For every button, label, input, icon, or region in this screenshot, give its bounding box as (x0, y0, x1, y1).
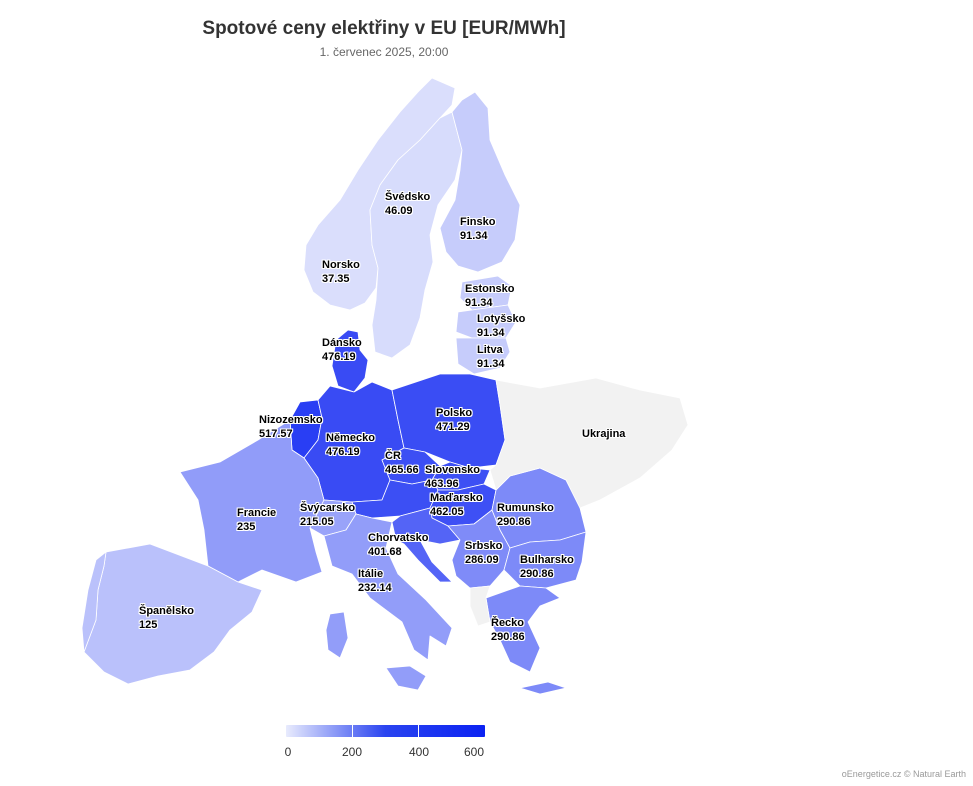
label-rumunsko-value: 290.86 (497, 516, 531, 528)
country-italie-sardinia (325, 611, 349, 659)
label-dansko: Dánsko 476.19 (322, 336, 362, 364)
label-nemecko-name: Německo (326, 432, 375, 444)
label-madarsko-name: Maďarsko (430, 492, 483, 504)
country-lotyssko[interactable] (455, 304, 517, 339)
label-cr-name: ČR (385, 450, 401, 462)
label-spanelsko: Španělsko 125 (139, 604, 194, 632)
country-svedsko[interactable] (369, 111, 463, 359)
label-spanelsko-value: 125 (139, 619, 158, 631)
country-ukrajina[interactable] (489, 377, 689, 509)
label-nizozemsko-name: Nizozemsko (259, 414, 323, 426)
label-slovensko-name: Slovensko (425, 464, 481, 476)
legend-divider (418, 725, 419, 737)
label-srbsko: Srbsko 286.09 (465, 539, 502, 567)
label-italie-name: Itálie (358, 568, 384, 580)
label-svedsko-value: 46.09 (385, 205, 413, 217)
label-svycarsko-name: Švýcarsko (300, 502, 356, 514)
label-lotyssko: Lotyšsko 91.34 (477, 312, 525, 340)
label-lotyssko-value: 91.34 (477, 327, 505, 339)
legend-divider (352, 725, 353, 737)
label-nizozemsko-value: 517.57 (259, 428, 293, 440)
label-chorvatsko: Chorvatsko 401.68 (368, 531, 429, 559)
label-finsko-value: 91.34 (460, 230, 488, 242)
label-francie: Francie 235 (237, 506, 276, 534)
label-svycarsko: Švýcarsko 215.05 (300, 501, 355, 529)
label-ukrajina: Ukrajina (582, 427, 625, 441)
label-italie: Itálie 232.14 (358, 567, 392, 595)
label-madarsko-value: 462.05 (430, 506, 464, 518)
country-portugal (81, 551, 107, 653)
label-svycarsko-value: 215.05 (300, 516, 334, 528)
label-litva-value: 91.34 (477, 358, 505, 370)
label-rumunsko: Rumunsko 290.86 (497, 501, 554, 529)
label-dansko-value: 476.19 (322, 351, 356, 363)
label-cr-value: 465.66 (385, 464, 419, 476)
label-litva-name: Litva (477, 344, 503, 356)
label-rumunsko-name: Rumunsko (497, 502, 554, 514)
country-francie[interactable] (179, 419, 325, 583)
country-italie[interactable] (323, 513, 453, 661)
country-litva[interactable] (455, 337, 511, 375)
label-chorvatsko-name: Chorvatsko (368, 532, 429, 544)
label-norsko-value: 37.35 (322, 273, 350, 285)
label-recko: Řecko 290.86 (491, 616, 525, 644)
country-chorvatsko[interactable] (391, 507, 461, 583)
legend-tick-label: 400 (408, 745, 430, 759)
label-italie-value: 232.14 (358, 582, 392, 594)
label-nizozemsko: Nizozemsko 517.57 (259, 413, 323, 441)
label-polsko: Polsko 471.29 (436, 406, 472, 434)
label-cr: ČR 465.66 (385, 449, 419, 477)
map-title: Spotové ceny elektřiny v EU [EUR/MWh] (202, 18, 566, 39)
country-bulharsko[interactable] (503, 531, 587, 589)
label-polsko-value: 471.29 (436, 421, 470, 433)
map-subtitle: 1. červenec 2025, 20:00 (319, 45, 449, 59)
label-estonsko: Estonsko 91.34 (465, 282, 515, 310)
label-nemecko: Německo 476.19 (326, 431, 375, 459)
label-srbsko-name: Srbsko (465, 540, 503, 552)
label-finsko: Finsko 91.34 (460, 215, 495, 243)
legend-tick-label: 200 (341, 745, 363, 759)
label-dansko-name: Dánsko (322, 337, 362, 349)
label-recko-value: 290.86 (491, 631, 525, 643)
country-finsko[interactable] (439, 91, 521, 273)
country-srbsko[interactable] (447, 509, 511, 589)
label-nemecko-value: 476.19 (326, 446, 360, 458)
source-credit: oEnergetice.cz © Natural Earth (841, 769, 966, 779)
label-svedsko: Švédsko 46.09 (385, 190, 430, 218)
label-spanelsko-name: Španělsko (139, 605, 195, 617)
legend-tick-label: 600 (463, 745, 485, 759)
label-estonsko-name: Estonsko (465, 283, 515, 295)
legend-tick-label: 0 (284, 745, 292, 759)
label-polsko-name: Polsko (436, 407, 473, 419)
country-italie-sicily (385, 665, 427, 691)
label-slovensko-value: 463.96 (425, 478, 459, 490)
label-chorvatsko-value: 401.68 (368, 546, 402, 558)
label-norsko: Norsko 37.35 (322, 258, 360, 286)
label-francie-value: 235 (237, 521, 256, 533)
label-madarsko: Maďarsko 462.05 (430, 491, 483, 519)
label-recko-name: Řecko (491, 617, 525, 629)
label-lotyssko-name: Lotyšsko (477, 313, 526, 325)
country-albania (469, 585, 491, 627)
country-recko-crete (519, 681, 567, 695)
label-bulharsko-value: 290.86 (520, 568, 554, 580)
label-slovensko: Slovensko 463.96 (425, 463, 480, 491)
label-svedsko-name: Švédsko (385, 191, 431, 203)
label-estonsko-value: 91.34 (465, 297, 493, 309)
country-dansko[interactable] (331, 329, 369, 393)
label-ukrajina-name: Ukrajina (582, 428, 626, 440)
color-scale-legend (286, 725, 485, 737)
label-norsko-name: Norsko (322, 259, 360, 271)
label-litva: Litva 91.34 (477, 343, 505, 371)
label-srbsko-value: 286.09 (465, 554, 499, 566)
country-recko[interactable] (485, 585, 561, 673)
label-bulharsko-name: Bulharsko (520, 554, 574, 566)
label-francie-name: Francie (237, 507, 277, 519)
label-bulharsko: Bulharsko 290.86 (520, 553, 574, 581)
label-finsko-name: Finsko (460, 216, 496, 228)
